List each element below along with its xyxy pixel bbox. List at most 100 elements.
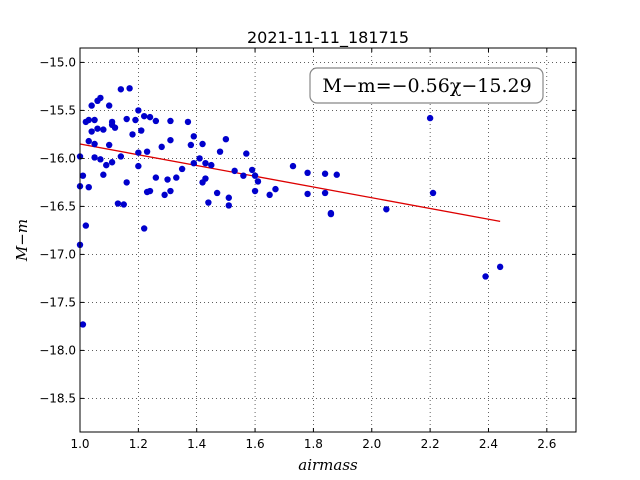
data-point [143,148,151,155]
data-point [202,175,209,182]
data-point [88,102,95,109]
data-point [111,124,119,131]
x-tick-labels: 1.0 1.2 1.4 1.6 1.8 2.0 2.2 2.4 2.6 [70,437,556,451]
y-tick-label: −18.0 [39,343,76,357]
data-point [167,187,174,195]
data-point [496,263,504,271]
data-point [108,159,116,166]
data-point [304,169,311,176]
data-point [254,178,262,185]
plot-area [80,48,576,432]
data-point [85,116,92,124]
data-point [114,200,122,207]
data-point [79,321,87,328]
data-point [225,194,232,201]
data-point [251,172,259,179]
data-point [327,209,335,217]
data-point [97,94,104,102]
data-point [140,225,148,232]
data-point [173,174,180,181]
data-point [108,118,116,126]
data-point [129,131,136,138]
data-point [178,165,186,173]
y-tick-label: −15.5 [39,103,76,117]
data-point [240,172,247,179]
data-point [85,184,92,191]
data-point [105,141,113,149]
x-tick-label: 1.6 [246,437,265,451]
data-point [266,191,273,199]
data-point [123,115,130,123]
data-point [231,167,238,175]
data-point [146,187,154,195]
data-point [82,222,90,229]
data-point [138,127,145,134]
data-point [190,160,197,167]
data-point [146,113,154,121]
data-point [167,117,174,125]
data-point [187,141,195,149]
fit-line-group [79,143,501,223]
x-axis-label: airmass [298,456,358,474]
data-point [126,85,133,92]
data-point [100,171,107,178]
data-point [91,116,98,124]
x-tick-label: 2.4 [479,437,498,451]
y-axis-label: M−m [13,219,31,262]
y-tick-label: −17.5 [39,295,76,309]
data-point [91,140,98,148]
data-point [105,102,113,109]
data-point [272,185,279,193]
data-point [79,172,87,179]
data-point [248,166,256,174]
data-point [304,190,311,198]
data-point [196,155,203,162]
data-point [222,136,230,143]
data-point [88,128,95,135]
data-point [135,107,142,114]
data-point [243,150,250,157]
data-point [429,189,437,197]
data-point [202,160,209,167]
data-point [225,202,232,209]
data-point [85,137,92,145]
fit-line [79,143,501,223]
data-point [216,148,224,155]
data-point [97,156,104,163]
data-point [117,86,125,93]
data-point [205,199,212,206]
data-point [123,179,130,186]
data-point [158,143,165,151]
data-point [289,162,297,170]
plot-frame [79,47,577,433]
data-point [167,136,174,144]
grid-lines [79,48,576,432]
x-tick-label: 2.0 [362,437,381,451]
data-point [333,171,340,178]
y-tick-label: −15.0 [39,55,76,69]
chart-title: 2021-11-11_181715 [247,28,409,48]
y-tick-label: −16.5 [39,199,76,213]
y-tick-label: −17.0 [39,247,76,261]
data-point [164,176,171,183]
data-point [135,162,142,170]
y-tick-label: −18.5 [39,391,76,405]
x-tick-label: 1.4 [187,437,206,451]
data-point [251,187,259,195]
equation-annotation: M−m=−0.56χ−15.29 [309,67,544,104]
data-point [132,116,139,124]
x-tick-label: 1.2 [129,437,148,451]
data-point [213,189,221,197]
data-point [91,154,98,161]
data-point [120,201,127,208]
data-point [321,189,329,197]
data-point [103,161,110,169]
data-point [184,118,192,126]
data-point [94,125,101,132]
data-point [208,161,215,169]
data-point [482,273,489,280]
data-point [199,140,206,148]
annotation-text: M−m=−0.56χ−15.29 [322,75,531,97]
x-tick-label: 1.0 [70,437,89,451]
